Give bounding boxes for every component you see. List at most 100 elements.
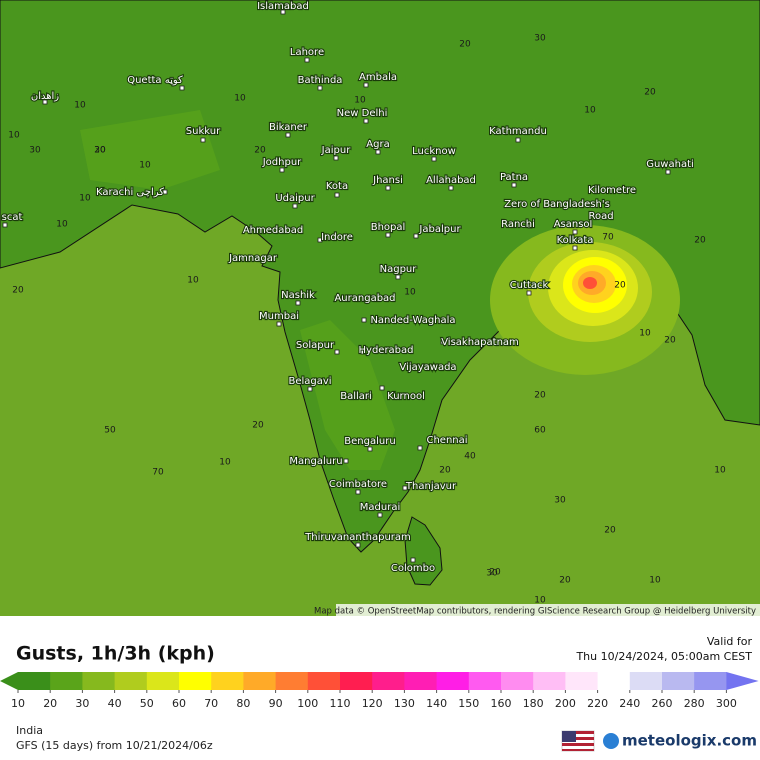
- scale-cell: [307, 672, 341, 690]
- city-label: Colombo: [391, 563, 435, 574]
- city-label: Bhopal: [371, 222, 406, 233]
- contour-label: 10: [234, 94, 246, 104]
- city-dot: [440, 339, 446, 345]
- legend-title: Gusts, 1h/3h (kph): [16, 643, 215, 665]
- contour-label: 20: [664, 336, 676, 346]
- city-dot: [280, 9, 286, 15]
- scale-label: 10: [11, 697, 25, 710]
- scale-arrow-right: [726, 672, 759, 690]
- scale-cell: [694, 672, 727, 690]
- city-dot: [2, 222, 8, 228]
- city-dot: [363, 82, 369, 88]
- contour-label: 20: [614, 281, 626, 291]
- scale-label: 180: [523, 697, 544, 710]
- city-dot: [377, 512, 383, 518]
- contour-label: 30: [534, 34, 546, 44]
- city-dot: [379, 385, 385, 391]
- city-dot: [334, 192, 340, 198]
- scale-cell: [468, 672, 502, 690]
- scale-arrow-left: [0, 672, 18, 690]
- scale-label: 100: [297, 697, 318, 710]
- city-dot: [307, 386, 313, 392]
- city-label: Indore: [321, 232, 353, 243]
- contour-label: 10: [354, 96, 366, 106]
- contour-label: 10: [404, 288, 416, 298]
- contour-label: 10: [56, 220, 68, 230]
- city-label: Patna: [500, 172, 528, 183]
- city-label: Allahabad: [426, 175, 476, 186]
- city-label: Ahmedabad: [243, 225, 303, 236]
- scale-cell: [146, 672, 180, 690]
- city-dot: [334, 295, 340, 301]
- city-dot: [413, 233, 419, 239]
- brand[interactable]: meteologix.com: [622, 732, 757, 750]
- city-label: Sukkur: [186, 126, 221, 137]
- scale-cell: [82, 672, 116, 690]
- scale-label: 20: [43, 697, 57, 710]
- city-label: Agra: [366, 139, 389, 150]
- flag: [561, 730, 595, 752]
- city-dot: [572, 245, 578, 251]
- city-label: Nanded-Waghala: [370, 315, 455, 326]
- scale-cell: [114, 672, 148, 690]
- scale-label: 110: [330, 697, 351, 710]
- scale-label: 80: [236, 697, 250, 710]
- city-label: Bikaner: [269, 122, 308, 133]
- city-dot: [355, 489, 361, 495]
- logo-icon: [603, 733, 619, 749]
- contour-label: 10: [79, 194, 91, 204]
- city-label: Vijayawada: [399, 362, 456, 373]
- city-label: New Delhi: [337, 108, 388, 119]
- city-dot: [276, 321, 282, 327]
- city-dot: [367, 446, 373, 452]
- scale-label: 150: [458, 697, 479, 710]
- scale-cell: [436, 672, 470, 690]
- contour-label: 10: [187, 276, 199, 286]
- city-dot: [317, 85, 323, 91]
- city-label: Ambala: [359, 72, 397, 83]
- scale-label: 40: [108, 697, 122, 710]
- contour-label: 10: [139, 161, 151, 171]
- city-dot: [246, 227, 252, 233]
- scale-cell: [275, 672, 309, 690]
- scale-label: 90: [269, 697, 283, 710]
- scale-label: 260: [652, 697, 673, 710]
- contour-label: 10: [534, 596, 546, 606]
- city-dot: [292, 203, 298, 209]
- city-label: Lahore: [290, 47, 324, 58]
- city-dot: [417, 445, 423, 451]
- contour-label: 20: [534, 391, 546, 401]
- city-dot: [360, 349, 366, 355]
- city-dot: [363, 118, 369, 124]
- city-label: Nashik: [281, 290, 315, 301]
- contour-label: 20: [604, 526, 616, 536]
- city-dot: [162, 189, 168, 195]
- city-dot: [279, 167, 285, 173]
- city-dot: [361, 317, 367, 323]
- city-label: Thanjavur: [405, 481, 457, 492]
- city-label: Kota: [326, 181, 348, 192]
- city-dot: [448, 185, 454, 191]
- region: India: [16, 724, 43, 737]
- city-label: Mumbai: [259, 311, 299, 322]
- city-dot: [42, 99, 48, 105]
- city-dot: [295, 300, 301, 306]
- city-label: Kurnool: [387, 391, 425, 402]
- city-dot: [355, 542, 361, 548]
- contour-label: 10: [714, 466, 726, 476]
- scale-label: 220: [587, 697, 608, 710]
- contour-label: 60: [534, 426, 546, 436]
- city-label: Jabalpur: [418, 224, 461, 235]
- contour-label: 10: [8, 131, 20, 141]
- contour-label: 70: [152, 468, 164, 478]
- contour-label: 20: [12, 286, 24, 296]
- city-label: Kolkata: [557, 235, 594, 246]
- scale-cell: [211, 672, 244, 690]
- scale-label: 70: [204, 697, 218, 710]
- city-label: Lucknow: [412, 146, 456, 157]
- model-run: GFS (15 days) from 10/21/2024/06z: [16, 739, 213, 752]
- contour-label: 30: [486, 569, 498, 579]
- contour-label: 30: [554, 496, 566, 506]
- scale-label: 200: [555, 697, 576, 710]
